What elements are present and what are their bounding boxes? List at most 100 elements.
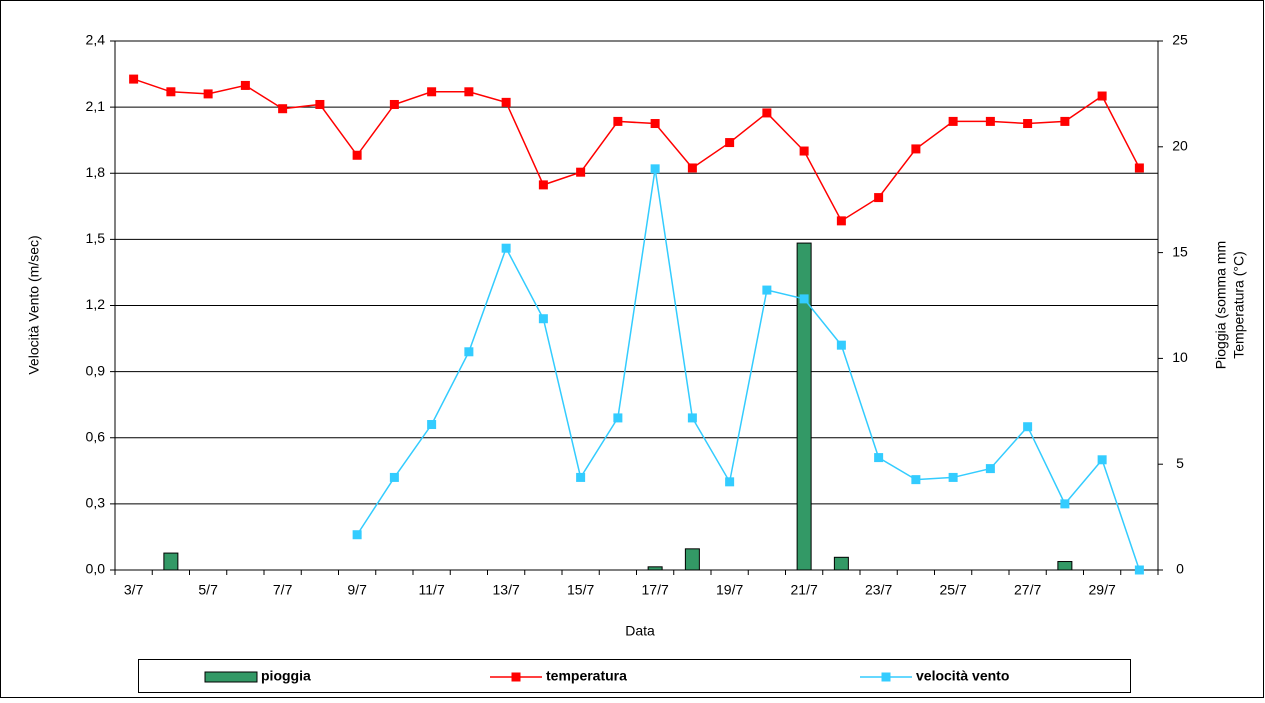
marker — [874, 453, 884, 463]
marker — [1023, 422, 1033, 432]
y-tick-label: 0,3 — [86, 495, 106, 511]
bar — [163, 552, 179, 571]
marker — [240, 80, 250, 90]
marker — [427, 420, 437, 430]
y-tick-label: 1,5 — [86, 230, 106, 246]
marker — [166, 87, 176, 97]
marker — [985, 116, 995, 126]
marker — [799, 146, 809, 156]
x-tick-label: 21/7 — [791, 582, 818, 598]
bar — [1057, 561, 1073, 571]
marker — [911, 144, 921, 154]
x-tick-label: 13/7 — [493, 582, 520, 598]
y2-tick-label: 10 — [1172, 349, 1188, 365]
marker — [725, 138, 735, 148]
marker — [650, 119, 660, 129]
marker — [389, 472, 399, 482]
marker — [948, 472, 958, 482]
x-tick-label: 9/7 — [347, 582, 367, 598]
marker — [576, 472, 586, 482]
marker — [1097, 91, 1107, 101]
x-tick-label: 17/7 — [642, 582, 669, 598]
marker — [687, 163, 697, 173]
marker — [1060, 499, 1070, 509]
legend-label: pioggia — [261, 668, 311, 684]
legend-box — [138, 659, 1131, 693]
marker — [725, 477, 735, 487]
y2-axis-title: Pioggia (somma mm — [1213, 241, 1229, 369]
marker — [389, 99, 399, 109]
line — [356, 168, 1141, 571]
bar — [647, 566, 663, 571]
bar — [833, 556, 849, 571]
marker — [538, 314, 548, 324]
marker — [501, 243, 511, 253]
bar — [796, 242, 812, 571]
x-tick-label: 15/7 — [567, 582, 594, 598]
x-tick-label: 3/7 — [124, 582, 144, 598]
marker — [501, 97, 511, 107]
y-tick-label: 0,6 — [86, 428, 106, 444]
marker — [836, 216, 846, 226]
y2-tick-label: 5 — [1176, 455, 1184, 471]
x-axis-title: Data — [625, 623, 655, 639]
marker — [278, 104, 288, 114]
y2-tick-label: 25 — [1172, 32, 1188, 48]
x-tick-label: 7/7 — [273, 582, 293, 598]
x-tick-label: 19/7 — [716, 582, 743, 598]
marker — [538, 180, 548, 190]
marker — [762, 108, 772, 118]
marker — [427, 87, 437, 97]
marker — [799, 294, 809, 304]
marker — [985, 464, 995, 474]
marker — [911, 475, 921, 485]
y2-tick-label: 0 — [1176, 561, 1184, 577]
y-tick-label: 0,9 — [86, 362, 106, 378]
x-tick-label: 27/7 — [1014, 582, 1041, 598]
marker — [576, 167, 586, 177]
marker — [1134, 565, 1144, 575]
marker — [352, 530, 362, 540]
y-axis-title: Velocità Vento (m/sec) — [26, 235, 42, 374]
bar — [684, 548, 700, 571]
marker — [687, 413, 697, 423]
marker — [203, 89, 213, 99]
y2-tick-label: 15 — [1172, 243, 1188, 259]
x-tick-label: 29/7 — [1089, 582, 1116, 598]
marker — [1060, 116, 1070, 126]
marker — [464, 87, 474, 97]
legend-label: temperatura — [546, 668, 627, 684]
marker — [650, 164, 660, 174]
x-tick-label: 5/7 — [198, 582, 218, 598]
y-tick-label: 2,4 — [86, 32, 106, 48]
legend-swatch — [511, 672, 521, 682]
y-tick-label: 2,1 — [86, 98, 106, 114]
x-tick-label: 23/7 — [865, 582, 892, 598]
marker — [129, 74, 139, 84]
y-tick-label: 0,0 — [86, 561, 106, 577]
line — [133, 78, 1141, 222]
marker — [836, 340, 846, 350]
y-tick-label: 1,8 — [86, 164, 106, 180]
marker — [613, 116, 623, 126]
x-tick-label: 25/7 — [940, 582, 967, 598]
y2-tick-label: 20 — [1172, 138, 1188, 154]
marker — [352, 150, 362, 160]
marker — [1023, 119, 1033, 129]
y2-axis-title: Temperatura (°C) — [1231, 251, 1247, 359]
marker — [464, 347, 474, 357]
x-tick-label: 11/7 — [419, 582, 445, 598]
marker — [948, 116, 958, 126]
marker — [1097, 455, 1107, 465]
legend-label: velocità vento — [916, 668, 1009, 684]
legend-swatch — [881, 672, 891, 682]
marker — [762, 285, 772, 295]
marker — [1134, 163, 1144, 173]
marker — [613, 413, 623, 423]
y-tick-label: 1,2 — [86, 296, 106, 312]
marker — [874, 193, 884, 203]
marker — [315, 99, 325, 109]
legend-swatch — [204, 671, 258, 683]
